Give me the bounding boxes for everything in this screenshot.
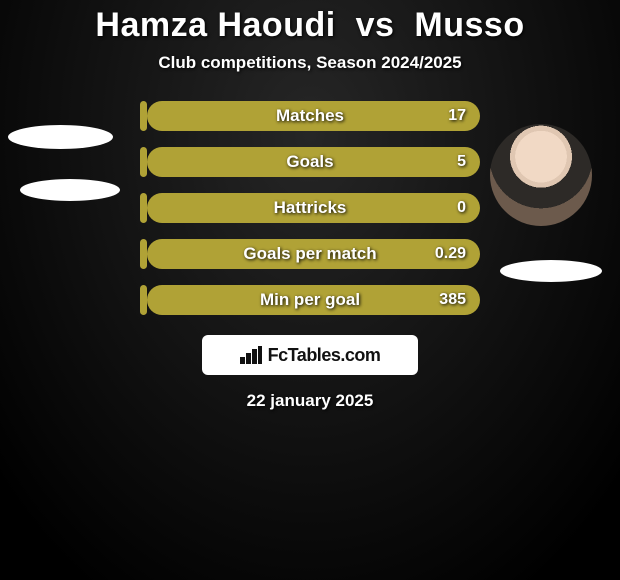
- stat-bar-left: [140, 193, 147, 223]
- stat-bar-right: [147, 101, 480, 131]
- stat-value: 0.29: [435, 239, 466, 269]
- player-a-shadow-blob: [20, 179, 120, 201]
- logo-box[interactable]: FcTables.com: [202, 335, 418, 375]
- stat-value: 0: [457, 193, 466, 223]
- stat-bar-left: [140, 101, 147, 131]
- stat-bar-right: [147, 285, 480, 315]
- stat-row: Min per goal385: [140, 285, 480, 315]
- stat-row: Matches17: [140, 101, 480, 131]
- vs-label: vs: [356, 6, 395, 44]
- date-label: 22 january 2025: [0, 391, 620, 411]
- stat-bar-left: [140, 147, 147, 177]
- player-b-name: Musso: [414, 6, 524, 44]
- stat-row: Hattricks0: [140, 193, 480, 223]
- stats-list: Matches17 Goals5 Hattricks0 Goals per match…: [140, 101, 480, 315]
- stat-bar-left: [140, 239, 147, 269]
- stat-value: 5: [457, 147, 466, 177]
- comparison-card: Hamza Haoudi vs Musso Club competitions,…: [0, 0, 620, 580]
- player-b-avatar: [490, 124, 592, 226]
- stat-value: 17: [448, 101, 466, 131]
- stat-bar-right: [147, 239, 480, 269]
- stat-bar-right: [147, 147, 480, 177]
- page-title: Hamza Haoudi vs Musso: [0, 0, 620, 45]
- subtitle: Club competitions, Season 2024/2025: [0, 53, 620, 73]
- player-a-name: Hamza Haoudi: [95, 6, 335, 44]
- stat-row: Goals5: [140, 147, 480, 177]
- stat-value: 385: [439, 285, 466, 315]
- stat-row: Goals per match0.29: [140, 239, 480, 269]
- stat-bar-left: [140, 285, 147, 315]
- player-a-avatar-placeholder: [8, 125, 113, 149]
- chart-icon: [240, 346, 262, 364]
- stat-bar-right: [147, 193, 480, 223]
- player-b-shadow-blob: [500, 260, 602, 282]
- logo-text: FcTables.com: [268, 345, 381, 366]
